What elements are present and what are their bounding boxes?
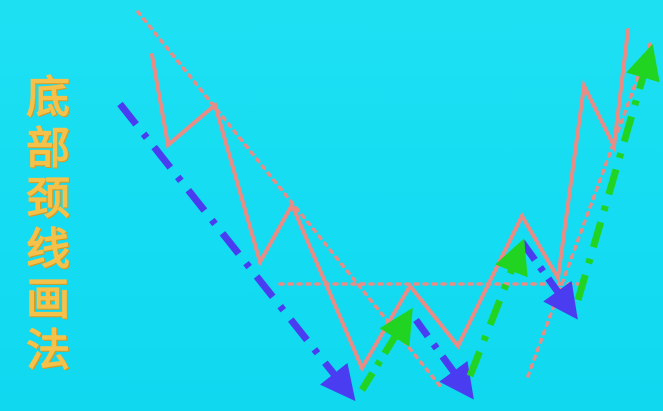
up-arrow-middle [466,238,528,378]
title-char-5: 画 [26,274,70,325]
title-char-1: 底 [26,72,70,123]
down-arrow-middle [413,317,474,400]
title-char-3: 颈 [26,173,70,224]
down-arrow-left [117,101,356,402]
vertical-title: 底部颈线画法 [16,72,80,376]
price-line [150,28,630,373]
up-arrow-left [359,307,413,392]
title-char-6: 法 [26,324,70,376]
descending-trendline [136,10,442,388]
down-arrow-right [519,239,578,320]
title-char-2: 部 [26,122,70,174]
title-char-4: 线 [26,223,70,275]
up-arrow-right [574,43,660,301]
